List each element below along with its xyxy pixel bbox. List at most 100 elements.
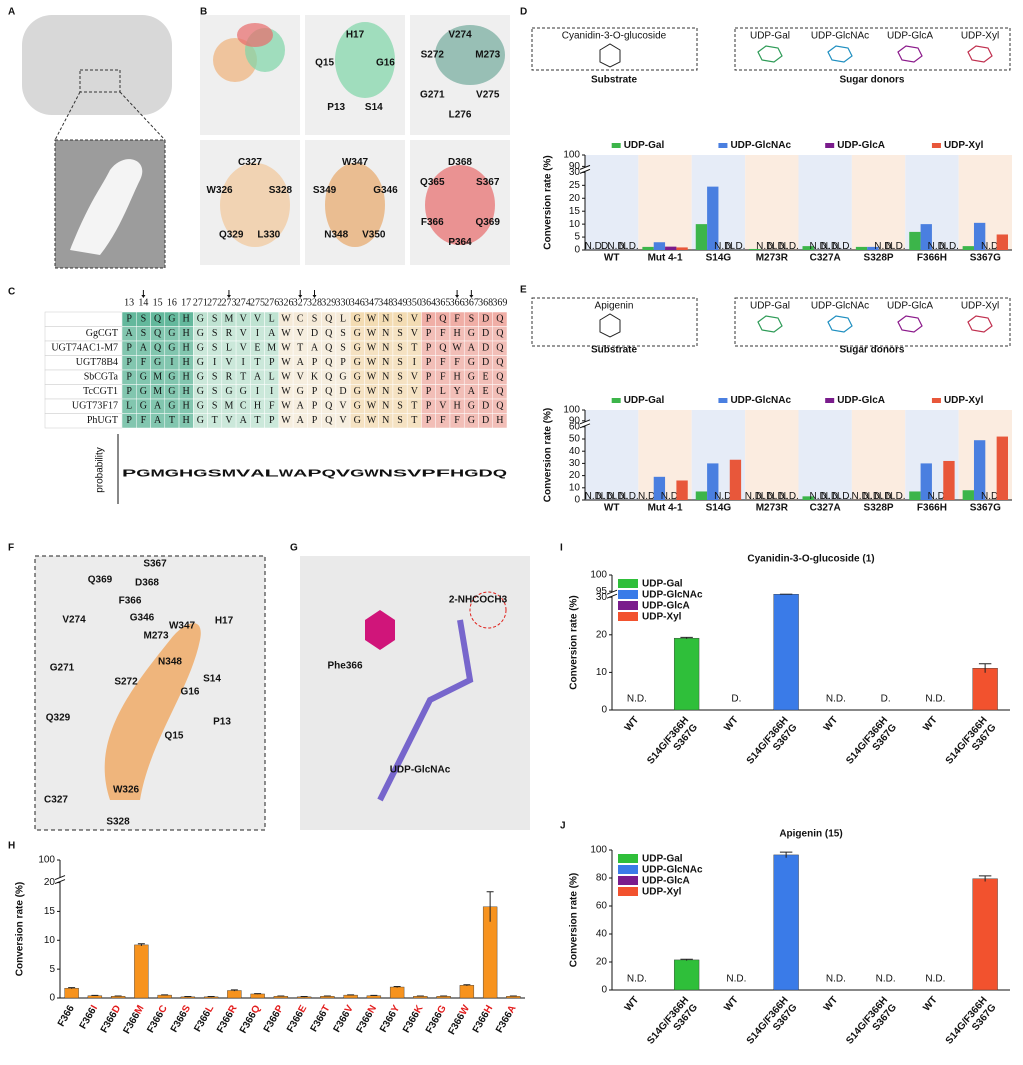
error-bar <box>486 891 494 922</box>
logo-letter: G <box>136 469 151 480</box>
residue: S <box>397 343 403 354</box>
residue: F <box>440 328 446 339</box>
residue: I <box>242 357 245 368</box>
value-label: N.D. <box>939 241 959 252</box>
logo-letter: H <box>450 469 464 480</box>
x-tick-label: F366H <box>470 1003 495 1035</box>
bar <box>673 959 700 991</box>
residue: V <box>254 314 262 325</box>
donors-caption: Sugar donors <box>839 75 904 86</box>
residue: G <box>225 386 232 397</box>
residue: T <box>254 357 260 368</box>
residue: D <box>482 401 489 412</box>
position-label: 367 <box>464 297 479 308</box>
position-label: 275 <box>250 297 265 308</box>
value-label: N.D. <box>876 974 896 985</box>
category-band <box>585 155 639 250</box>
residue: A <box>268 328 276 339</box>
legend-swatch <box>825 143 835 148</box>
residue: S <box>212 372 218 383</box>
residue: W <box>281 357 291 368</box>
arrow-head <box>141 295 146 298</box>
residue: I <box>213 357 216 368</box>
arrow-head <box>455 295 460 298</box>
x-tick-label: Mut 4-1 <box>648 253 683 264</box>
position-label: 347 <box>364 297 379 308</box>
value-label: N.D. <box>821 491 841 502</box>
x-tick-label: WT <box>623 715 641 734</box>
blob <box>435 25 505 85</box>
logo-letter: Q <box>493 469 508 480</box>
residue: I <box>256 328 259 339</box>
residue: Q <box>325 386 333 397</box>
position-label: 326 <box>278 297 293 308</box>
panel-label: J <box>560 821 566 832</box>
axis-break <box>579 423 591 429</box>
legend-label: UDP-Xyl <box>944 395 984 406</box>
logo-letter: P <box>421 469 436 480</box>
substrate-box <box>531 297 698 347</box>
residue: P <box>312 357 318 368</box>
x-tick-label: S328P <box>864 253 894 264</box>
residue: Q <box>496 386 504 397</box>
y-tick-label: 0 <box>574 245 580 256</box>
substrate-caption: Substrate <box>591 75 638 86</box>
residue: R <box>226 372 233 383</box>
residue: Q <box>496 343 504 354</box>
residue: W <box>367 401 377 412</box>
y-tick-label: 0 <box>601 985 607 996</box>
error-bar <box>978 875 992 882</box>
y-tick-label: 100 <box>38 855 55 866</box>
donor-molecule <box>757 315 783 333</box>
logo-letter: A <box>250 469 264 480</box>
position-label: 348 <box>378 297 393 308</box>
position-label: 327 <box>293 297 308 308</box>
donor-molecule <box>827 315 853 333</box>
residue: G <box>339 372 346 383</box>
value-label: N.D. <box>832 241 852 252</box>
panel-label: G <box>290 543 298 554</box>
residue: V <box>411 328 419 339</box>
residue: P <box>426 343 432 354</box>
bar <box>996 234 1008 250</box>
error-bar <box>680 636 693 639</box>
row-name: UGT78B4 <box>76 357 118 368</box>
value-label: N.D. <box>726 974 746 985</box>
y-tick-label: 20 <box>596 629 608 640</box>
donor-molecule <box>757 45 783 63</box>
y-tick-label: 20 <box>569 470 581 481</box>
bar <box>653 476 666 500</box>
x-tick-label: C327A <box>810 503 841 514</box>
logo-letter: G <box>193 469 208 480</box>
residue: G <box>354 328 361 339</box>
y-tick-label: 25 <box>569 180 581 191</box>
x-tick-label: S14G <box>706 503 732 514</box>
y-axis-label: Conversion rate (%) <box>569 595 580 689</box>
residue: Q <box>496 328 504 339</box>
zoom-line <box>54 91 81 141</box>
y-tick-label: 10 <box>44 935 56 946</box>
value-label: N.D. <box>619 491 639 502</box>
bar <box>389 986 405 999</box>
residue: R <box>226 328 233 339</box>
residue: V <box>240 314 248 325</box>
value-label: N.D. <box>607 241 627 252</box>
panel-label: A <box>8 7 15 18</box>
position-label: 328 <box>307 297 322 308</box>
residue: H <box>453 328 460 339</box>
value-label: N.D. <box>627 974 647 985</box>
residue: G <box>197 343 204 354</box>
residue: W <box>281 328 291 339</box>
value-label: N.D. <box>638 491 658 502</box>
residue: S <box>141 328 147 339</box>
axis-break <box>54 879 66 885</box>
logo-letter: Q <box>322 469 337 480</box>
residue: W <box>367 415 377 426</box>
value-label: D. <box>731 694 741 705</box>
residue-label: Q15 <box>315 57 334 68</box>
x-tick-label: WT <box>921 715 939 734</box>
position-label: 14 <box>138 297 148 308</box>
position-label: 273 <box>221 297 236 308</box>
residue: Q <box>496 357 504 368</box>
